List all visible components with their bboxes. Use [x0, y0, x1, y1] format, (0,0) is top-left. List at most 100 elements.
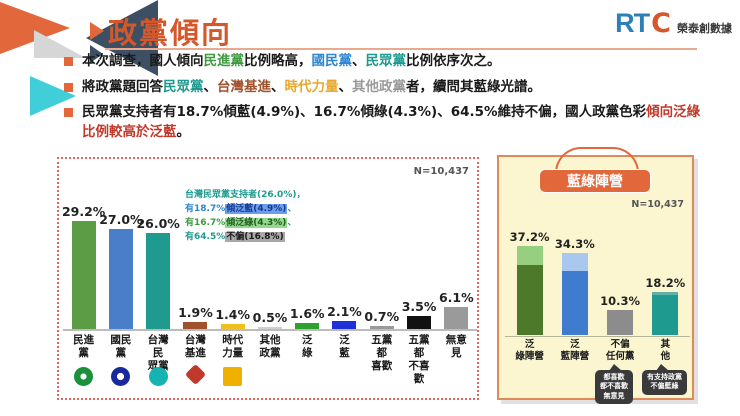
tpp-supporter-annotation: 台灣民眾黨支持者(26.0%)， 有18.7%傾泛藍(4.9%)、 有16.7%傾泛… [185, 189, 365, 245]
camp-bar-segment-base [561, 270, 588, 335]
party-preference-bar-chart: 29.2% 27.0% 26.0% 1.9% 1.4% 0.5% 1.6% 2.1% 0.7% 3… [59, 179, 481, 331]
bar-column: 29.2% [62, 197, 105, 329]
bar-column: 2.1% [327, 197, 362, 329]
camp-bar-segment-base [607, 310, 634, 335]
bar-rect [407, 316, 432, 329]
tsp-logo [184, 363, 207, 386]
camp-x-axis-label: 其他 [660, 339, 671, 363]
party-logo-slot [180, 363, 210, 386]
camp-bar-stack [516, 246, 543, 335]
bar-column: 0.7% [364, 197, 400, 329]
camp-bar-value-label: 34.3% [554, 237, 595, 252]
bullet-item: 本次調查，國人傾向民進黨比例略高，國民黨、民眾黨比例依序次之。 [64, 52, 704, 72]
camp-bar-column: 37.2% [509, 227, 550, 335]
x-axis-label: 泛綠 [301, 334, 313, 360]
bar-area: 29.2% 27.0% 26.0% 1.9% 1.4% 0.5% 1.6% 2.1% 0.7% 3… [62, 197, 475, 329]
bar-column: 6.1% [439, 197, 474, 329]
camp-bar-column: 34.3% [554, 227, 595, 335]
camp-bar-column: 18.2% [645, 227, 686, 335]
camp-bar-segment-top [516, 246, 543, 266]
annotation-line: 有16.7%傾泛綠(4.3%)、 [185, 217, 297, 228]
decorative-navy-arrow-icon [90, 45, 103, 63]
bar-rect [108, 229, 133, 329]
bar-value-label: 29.2% [61, 204, 106, 220]
x-axis-label: 其他 政黨 [259, 334, 281, 360]
stacked-bar-area: 37.2% 34.3% 10.3% 18.2% [507, 227, 688, 335]
kmt-logo [111, 367, 131, 386]
npp-logo [223, 367, 243, 386]
bar-rect [295, 323, 320, 329]
annotation-line: 台灣民眾黨支持者(26.0%)， [185, 190, 306, 200]
camp-x-axis-labels: 泛綠陣營泛藍陣營 不偏 任何黨 其他 [507, 339, 688, 364]
x-axis-label: 五黨都 不喜歡 [408, 334, 430, 386]
camp-bar-stack [607, 310, 634, 335]
decorative-orange-arrow-icon [90, 22, 104, 40]
camp-bar-value-label: 18.2% [645, 275, 686, 290]
x-axis-line [63, 329, 477, 331]
bar-rect [183, 322, 208, 329]
camp-badge: 藍綠陣營 [539, 169, 651, 193]
sample-size-label-right: N=10,437 [631, 199, 684, 210]
bar-rect [146, 233, 171, 329]
x-axis-label: 泛藍 [339, 334, 350, 360]
decorative-gray-triangle [34, 30, 86, 58]
party-logo-slot [329, 367, 359, 386]
brand-logo: RT C 榮泰創數據 [615, 8, 732, 39]
x-axis-label: 時代 力量 [222, 334, 244, 360]
bar-value-label: 26.0% [136, 216, 180, 232]
dpp-logo [74, 367, 94, 386]
bullet-text: 本次調查，國人傾向民進黨比例略高，國民黨、民眾黨比例依序次之。 [82, 53, 501, 69]
bar-column: 1.9% [178, 197, 213, 329]
party-logo-slot [106, 367, 136, 386]
party-logo-slot [404, 367, 434, 386]
camp-bar-stack [652, 291, 679, 335]
camp-bar-segment-top [561, 253, 588, 271]
bullet-text: 將政黨題回答民眾黨、台灣基進、時代力量、其他政黨者，續問其藍綠光譜。 [82, 78, 541, 95]
logo-text-cn: 榮泰創數據 [677, 21, 732, 35]
callout-other-note-1: 都喜歡 都不喜歡 無意見 [595, 363, 633, 405]
camp-bar-segment-base [516, 265, 543, 335]
party-logo-slot [441, 367, 471, 386]
camp-x-axis-label: 泛藍陣營 [560, 339, 590, 363]
bar-column: 3.5% [401, 197, 437, 329]
bar-value-label: 2.1% [327, 304, 362, 320]
tpp-logo [148, 367, 168, 386]
party-logo-slot [255, 367, 285, 386]
party-logo-slot [292, 367, 322, 386]
title-divider [105, 48, 697, 50]
bar-rect [71, 221, 96, 329]
blue-green-camp-chart-panel: 藍綠陣營 N=10,437 37.2% 34.3% 10.3% 18.2% 泛綠陣營泛… [497, 147, 694, 405]
bar-column: 1.4% [215, 197, 250, 329]
camp-bar-value-label: 10.3% [600, 294, 641, 309]
annotation-line: 有64.5%不偏(16.8%) [185, 231, 285, 242]
bullet-text: 民眾黨支持者有18.7%傾藍(4.9%)、16.7%傾綠(4.3%)、64.5%… [82, 104, 701, 140]
camp-bar-value-label: 37.2% [509, 230, 550, 245]
bar-rect [257, 327, 282, 329]
camp-bar-segment-base [652, 294, 679, 335]
x-axis-labels: 民進黨國民黨台灣民眾黨台灣基進時代力量其他政黨泛綠泛藍五黨都喜歡五黨都不喜歡無意… [65, 334, 475, 387]
bar-rect [369, 326, 394, 329]
bullet-item: 將政黨題回答民眾黨、台灣基進、時代力量、其他政黨者，續問其藍綠光譜。 [64, 78, 704, 98]
bar-value-label: 27.0% [99, 212, 143, 228]
bar-column: 0.5% [253, 197, 287, 329]
party-logo-row [65, 363, 475, 386]
bar-value-label: 0.7% [364, 309, 400, 325]
bar-rect [332, 321, 357, 329]
x-axis-label: 無意見 [445, 334, 467, 360]
callout-other-note-2: 有支持政黨 不偏藍綠 [642, 364, 687, 395]
party-logo-slot [218, 367, 248, 386]
bullet-square-icon [64, 82, 73, 92]
camp-x-axis-label: 不偏 任何黨 [605, 339, 635, 363]
bullet-square-icon [64, 108, 73, 118]
party-logo-slot [367, 367, 397, 386]
bar-value-label: 3.5% [401, 299, 437, 315]
party-preference-chart-panel: N=10,437 台灣民眾黨支持者(26.0%)， 有18.7%傾泛藍(4.9%)… [57, 157, 479, 400]
party-logo-slot [69, 367, 99, 386]
camp-x-axis-label: 泛綠陣營 [515, 339, 544, 363]
x-axis-label: 國民黨 [110, 334, 132, 360]
camp-x-axis-line [505, 335, 690, 337]
bar-value-label: 1.9% [178, 305, 213, 320]
bullet-list: 本次調查，國人傾向民進黨比例略高，國民黨、民眾黨比例依序次之。將政黨題回答民眾黨… [64, 52, 704, 148]
camp-bar-segment-top [652, 291, 679, 295]
bar-column: 27.0% [99, 197, 143, 329]
